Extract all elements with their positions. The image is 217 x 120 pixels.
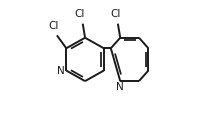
Text: Cl: Cl (48, 21, 59, 31)
Text: Cl: Cl (74, 9, 84, 19)
Text: N: N (116, 82, 124, 92)
Text: Cl: Cl (110, 9, 121, 19)
Text: N: N (57, 66, 65, 76)
